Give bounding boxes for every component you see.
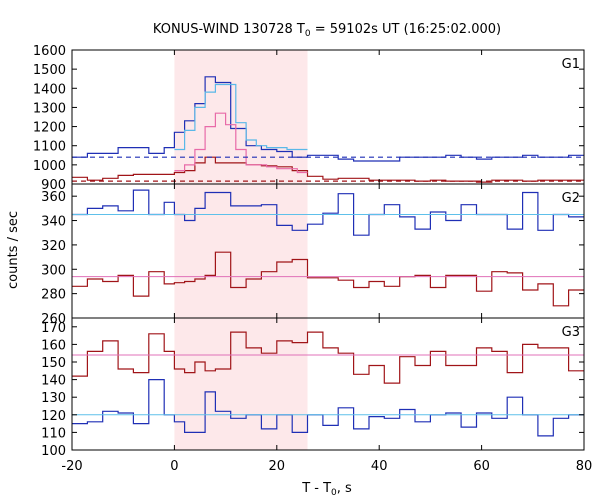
series-2-line	[72, 251, 584, 307]
panel-g2: 260 280 300 320 340 360 G2	[41, 183, 585, 327]
x-tick-label: 0	[170, 459, 178, 474]
y-tick-label: 1000	[33, 159, 66, 174]
x-axis-label-tail: , s	[337, 481, 352, 496]
y-tick-label: 900	[41, 178, 66, 193]
x-axis-label-main: T - T	[301, 481, 331, 496]
y-tick-label: 260	[41, 312, 66, 327]
panel-g1: 900 1000 1100 1200 1300 1400 1500 1600 G1	[33, 44, 585, 193]
y-tick-label: 280	[41, 288, 66, 303]
y-tick-label: 1200	[33, 121, 66, 136]
x-tick-label: -20	[61, 459, 82, 474]
x-axis-label-subscript: 0	[331, 488, 337, 498]
chart-title-subscript: 0	[305, 29, 311, 39]
y-tick-label: 170	[41, 321, 66, 336]
burst-interval-highlight	[174, 50, 308, 184]
y-tick-label: 1500	[33, 63, 66, 78]
y-tick-label: 320	[41, 239, 66, 254]
y-tick-label: 300	[41, 263, 66, 278]
x-tick-label: 80	[576, 459, 593, 474]
y-tick-label: 130	[41, 391, 66, 406]
panel-frame	[71, 317, 585, 451]
x-tick-label: 20	[269, 459, 286, 474]
y-tick-label: 1100	[33, 140, 66, 155]
y-tick-label: 360	[41, 190, 66, 205]
y-tick-label: 120	[41, 409, 66, 424]
y-tick-label: 100	[41, 444, 66, 459]
chart-title-tail: = 59102s UT (16:25:02.000)	[311, 22, 501, 37]
series-2-line	[72, 156, 584, 183]
series-2-line	[72, 379, 584, 437]
series-1-line	[72, 331, 584, 384]
y-tick-label: 1600	[33, 44, 66, 59]
series-3-line	[174, 83, 308, 151]
x-tick-label: 60	[473, 459, 490, 474]
chart-title-main: KONUS-WIND 130728 T	[153, 22, 305, 37]
panel-g3: 100 110 120 130 140 150 160 170 G3	[41, 317, 585, 459]
y-tick-label: 340	[41, 215, 66, 230]
y-tick-label: 1300	[33, 101, 66, 116]
y-tick-label: 150	[41, 356, 66, 371]
panel-label: G2	[562, 191, 580, 206]
series-1-line	[72, 189, 584, 236]
y-tick-label: 1400	[33, 82, 66, 97]
series-4-line	[174, 112, 308, 174]
x-tick-labels: -20 0 20 40 60 80	[61, 459, 592, 474]
panel-label: G3	[562, 325, 580, 340]
burst-interval-highlight	[174, 318, 308, 450]
burst-interval-highlight	[174, 184, 308, 318]
y-tick-label: 140	[41, 374, 66, 389]
y-axis-label: counts / sec	[6, 211, 21, 289]
chart-panels: 9001000110012001300140015001600G12602803…	[33, 44, 592, 474]
panel-label: G1	[562, 57, 580, 72]
x-tick-label: 40	[371, 459, 388, 474]
chart-title: KONUS-WIND 130728 T0 = 59102s UT (16:25:…	[153, 22, 501, 39]
x-axis-label: T - T0, s	[301, 481, 352, 498]
series-1-line	[72, 76, 584, 162]
y-tick-label: 160	[41, 338, 66, 353]
y-tick-label: 110	[41, 426, 66, 441]
panel-frame	[71, 49, 585, 185]
